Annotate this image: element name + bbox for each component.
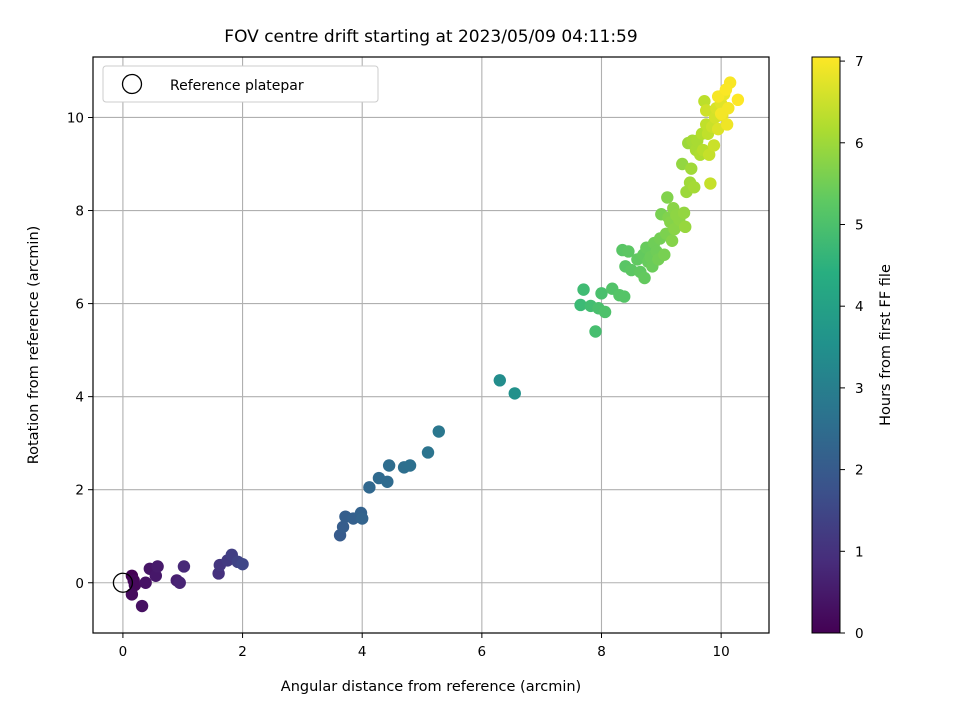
colorbar-tick-label: 4 xyxy=(855,299,864,315)
data-points xyxy=(112,76,745,613)
y-axis-label: Rotation from reference (arcmin) xyxy=(26,226,42,465)
x-tick-label: 2 xyxy=(238,644,247,660)
colorbar-tick-label: 1 xyxy=(855,544,864,560)
data-point xyxy=(698,95,711,108)
data-point xyxy=(707,139,721,152)
data-point xyxy=(685,162,698,175)
data-point xyxy=(151,560,164,573)
legend-box xyxy=(102,65,379,103)
data-point xyxy=(336,520,350,534)
data-point xyxy=(173,576,186,589)
x-tick-label: 8 xyxy=(597,644,606,660)
data-point xyxy=(149,569,163,582)
data-point xyxy=(508,387,521,400)
data-point xyxy=(177,560,191,573)
data-point xyxy=(403,459,417,472)
x-tick-label: 0 xyxy=(119,644,128,660)
x-tick-label: 4 xyxy=(358,644,367,660)
data-point xyxy=(679,220,692,234)
legend-label-reference: Reference platepar xyxy=(170,78,304,94)
plot-frame xyxy=(92,56,770,634)
data-point xyxy=(574,298,587,312)
data-point xyxy=(356,512,369,525)
data-point xyxy=(688,181,701,194)
colorbar-gradient xyxy=(811,56,841,634)
colorbar-label: Hours from first FF file xyxy=(878,264,894,426)
colorbar-tick-label: 0 xyxy=(855,626,864,642)
colorbar-tick-label: 2 xyxy=(855,463,864,479)
x-axis-label: Angular distance from reference (arcmin) xyxy=(281,679,581,695)
colorbar-tick-label: 6 xyxy=(855,136,864,152)
y-tick-label: 2 xyxy=(75,483,84,499)
data-point xyxy=(668,222,681,236)
y-tick-label: 4 xyxy=(75,390,84,406)
data-point xyxy=(381,475,394,488)
y-tick-label: 8 xyxy=(75,204,84,220)
data-point xyxy=(493,374,506,387)
data-point xyxy=(622,245,635,258)
y-tick-label: 0 xyxy=(75,576,84,592)
chart-title: FOV centre drift starting at 2023/05/09 … xyxy=(224,27,637,47)
data-point xyxy=(135,599,149,613)
data-point xyxy=(714,107,728,120)
data-point xyxy=(699,104,713,117)
x-tick-label: 6 xyxy=(478,644,487,660)
data-point xyxy=(638,271,651,285)
data-point xyxy=(658,248,671,261)
data-point xyxy=(661,191,674,204)
data-point xyxy=(702,148,716,161)
grid-lines xyxy=(93,57,769,633)
data-point xyxy=(382,459,396,472)
data-point xyxy=(677,206,691,220)
colorbar: 0 1 2 3 4 5 6 7 Hours from first FF file xyxy=(811,54,894,642)
data-point xyxy=(618,290,631,303)
legend: Reference platepar xyxy=(102,65,379,103)
data-point xyxy=(589,325,602,338)
x-axis-ticks: 0 2 4 6 8 10 xyxy=(119,633,730,660)
data-point xyxy=(125,588,139,601)
data-point xyxy=(432,425,445,438)
legend-marker-reference xyxy=(121,73,143,95)
colorbar-tick-label: 5 xyxy=(855,217,864,233)
colorbar-ticks: 0 1 2 3 4 5 6 7 xyxy=(840,54,864,642)
y-tick-label: 10 xyxy=(67,110,84,126)
data-point xyxy=(577,283,590,296)
data-point xyxy=(363,481,376,494)
y-axis-ticks: 0 2 4 6 8 10 xyxy=(67,110,93,592)
data-point xyxy=(665,234,679,247)
colorbar-tick-label: 7 xyxy=(855,54,864,70)
reference-point-marker xyxy=(112,572,134,593)
x-tick-label: 10 xyxy=(713,644,730,660)
y-tick-label: 6 xyxy=(75,297,84,313)
data-point xyxy=(598,305,612,319)
data-point xyxy=(139,576,152,589)
colorbar-tick-label: 3 xyxy=(855,381,864,397)
data-point xyxy=(731,93,745,107)
data-point xyxy=(421,446,435,459)
data-point xyxy=(236,557,249,571)
data-point xyxy=(720,118,734,131)
data-point xyxy=(719,83,733,96)
data-point xyxy=(595,287,608,300)
data-point xyxy=(704,177,717,190)
